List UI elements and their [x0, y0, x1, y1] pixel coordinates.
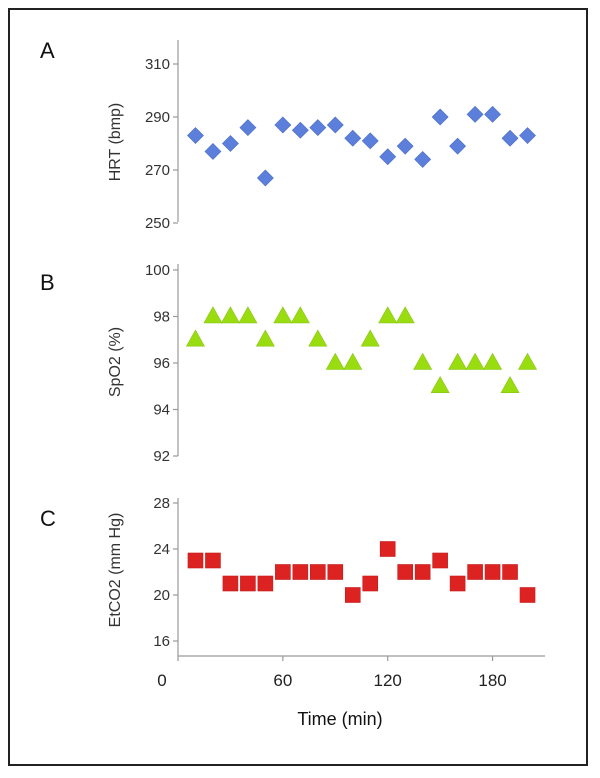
data-point: [484, 105, 501, 123]
data-point: [519, 587, 536, 603]
data-point: [255, 329, 275, 347]
x-axis-label: Time (min): [297, 709, 382, 729]
data-point: [292, 564, 309, 580]
data-point: [187, 127, 204, 144]
x-tick-label: 180: [478, 671, 506, 690]
data-point: [325, 352, 345, 370]
data-point: [203, 306, 223, 324]
data-point: [414, 564, 431, 580]
data-point: [378, 306, 398, 324]
y-tick-label: 96: [153, 355, 170, 372]
data-point: [449, 575, 466, 592]
data-point: [326, 116, 344, 134]
panel-c: C 16 20 24 28 EtCO2 (mm Hg): [40, 495, 536, 656]
data-point: [344, 129, 362, 147]
panel-letter: A: [40, 38, 55, 63]
y-tick-label: 20: [153, 587, 170, 604]
data-point: [222, 575, 239, 592]
data-point: [500, 376, 520, 393]
data-point: [222, 135, 239, 152]
y-tick-label: 92: [153, 448, 170, 465]
y-tick-label: 290: [145, 109, 170, 126]
x-tick-label: 0: [157, 671, 166, 690]
data-point: [204, 143, 222, 160]
panel-a: A 250 270 290 310 HRT (bmp): [40, 38, 536, 232]
data-point: [360, 329, 380, 347]
x-tick-label: 120: [374, 671, 402, 690]
y-tick-label: 310: [145, 56, 170, 73]
data-point: [257, 575, 274, 592]
x-axis: 0 60 120 180 Time (min): [157, 655, 545, 729]
data-point: [327, 564, 344, 580]
data-point: [395, 306, 415, 324]
data-point: [397, 564, 413, 580]
data-point: [396, 137, 414, 155]
data-point: [343, 352, 363, 370]
data-point: [448, 352, 468, 370]
data-point: [274, 116, 292, 134]
y-tick-label: 270: [145, 162, 170, 179]
data-point: [362, 575, 379, 592]
data-point: [310, 564, 326, 580]
data-point: [379, 541, 396, 557]
panel-b: B 92 94 96 98 100 SpO2 (%): [40, 262, 538, 465]
data-point: [256, 169, 274, 187]
x-tick-label: 60: [273, 671, 292, 690]
y-tick-label: 250: [145, 215, 170, 232]
y-tick-label: 28: [153, 495, 170, 512]
data-point: [414, 150, 432, 168]
data-point: [185, 329, 205, 347]
data-point: [518, 352, 538, 370]
data-point: [240, 575, 256, 592]
data-point: [465, 352, 485, 370]
data-point: [430, 376, 450, 393]
y-tick-label: 24: [153, 541, 170, 558]
data-point: [466, 105, 484, 123]
data-point: [187, 552, 204, 569]
data-point: [484, 564, 501, 580]
data-point: [501, 129, 519, 147]
data-point: [361, 132, 379, 150]
data-point: [431, 108, 449, 126]
y-tick-label: 100: [145, 262, 170, 279]
panel-letter: C: [40, 506, 56, 531]
data-point: [432, 552, 448, 569]
y-axis-label: EtCO2 (mm Hg): [107, 513, 124, 628]
data-point: [519, 127, 536, 144]
y-tick-label: 98: [153, 309, 170, 326]
y-tick-label: 94: [153, 402, 170, 419]
data-point: [273, 306, 293, 324]
data-point: [467, 564, 483, 580]
data-point: [449, 137, 467, 155]
data-point: [290, 306, 310, 324]
y-axis-label: SpO2 (%): [107, 327, 124, 397]
data-point: [308, 329, 328, 347]
data-point: [309, 119, 327, 137]
data-point: [413, 352, 433, 370]
data-point: [344, 587, 361, 603]
data-point: [205, 552, 221, 569]
data-point: [291, 121, 309, 139]
data-point: [502, 564, 518, 580]
y-axis-label: HRT (bmp): [107, 103, 124, 182]
data-point: [220, 306, 240, 324]
data-point: [238, 306, 258, 324]
data-point: [239, 119, 257, 137]
data-point: [275, 564, 291, 580]
panel-letter: B: [40, 270, 55, 295]
data-point: [379, 148, 397, 166]
y-tick-label: 16: [153, 633, 170, 650]
data-point: [483, 352, 503, 370]
